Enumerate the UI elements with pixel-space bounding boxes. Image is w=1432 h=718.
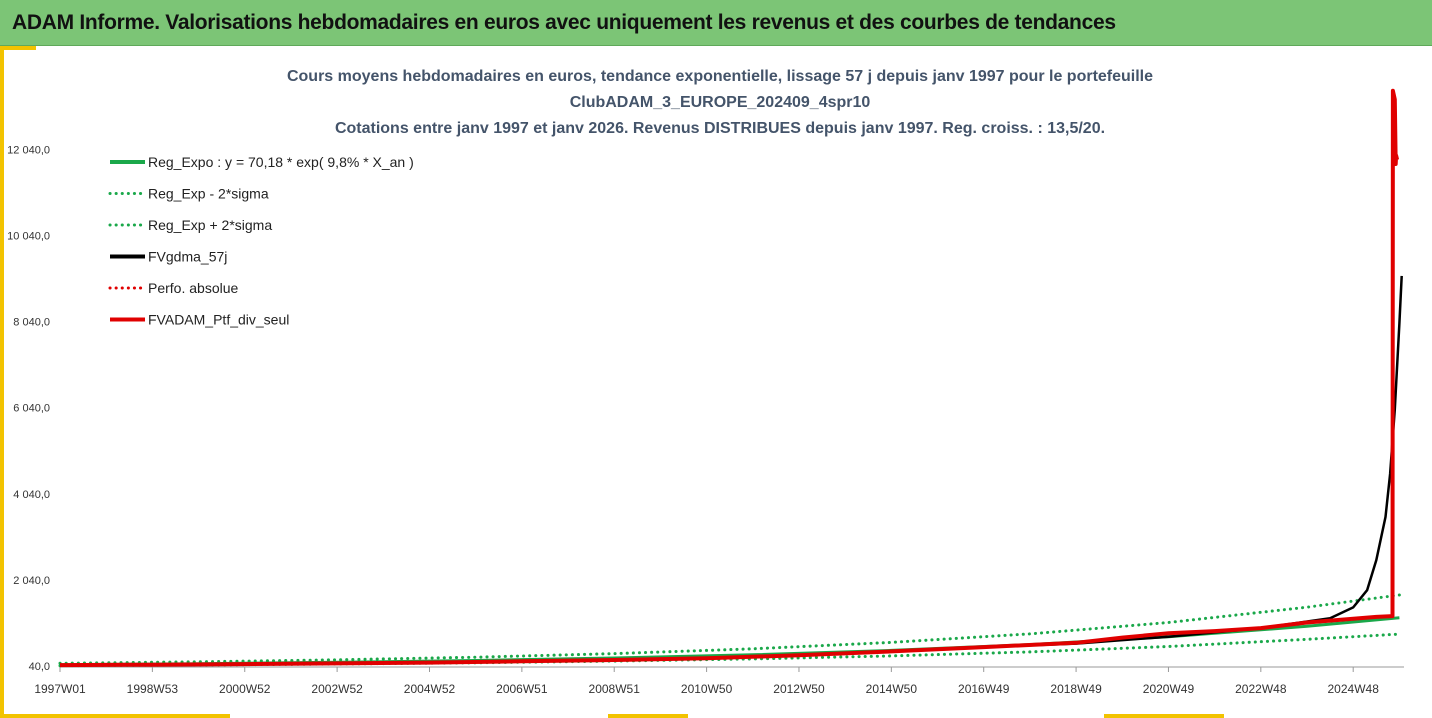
- legend: Reg_Expo : y = 70,18 * exp( 9,8% * X_an …: [108, 154, 414, 328]
- legend-label: Reg_Exp - 2*sigma: [148, 186, 269, 202]
- x-axis: 1997W01 1998W53 2000W52 2002W52 2004W52 2006W…: [34, 666, 1404, 696]
- series-line-2: [58, 593, 1401, 665]
- y-tick-label: 40,0: [29, 661, 50, 673]
- x-tick-label: 2012W50: [773, 682, 825, 696]
- x-tick-label: 2006W51: [496, 682, 548, 696]
- x-tick-label: 1997W01: [34, 682, 86, 696]
- page-title: ADAM Informe. Valorisations hebdomadaire…: [12, 11, 1116, 34]
- accent-left-border: [0, 46, 4, 718]
- x-tick-label: 2018W49: [1050, 682, 1102, 696]
- chart-title-line-2: ClubADAM_3_EUROPE_202409_4spr10: [570, 94, 871, 111]
- x-tick-label: 2000W52: [219, 682, 271, 696]
- x-tick-label: 1998W53: [127, 682, 179, 696]
- header-bar: ADAM Informe. Valorisations hebdomadaire…: [0, 0, 1432, 46]
- y-tick-label: 12 040,0: [7, 144, 50, 156]
- accent-bottom-middle: [608, 714, 688, 718]
- chart-title-line-1: Cours moyens hebdomadaires en euros, ten…: [287, 68, 1153, 85]
- legend-label: Reg_Expo : y = 70,18 * exp( 9,8% * X_an …: [148, 154, 414, 170]
- x-tick-label: 2004W52: [404, 682, 456, 696]
- legend-label: FVADAM_Ptf_div_seul: [148, 312, 289, 328]
- accent-bottom-left: [0, 714, 230, 718]
- x-tick-label: 2024W48: [1328, 682, 1380, 696]
- y-tick-label: 4 040,0: [13, 489, 50, 501]
- legend-label: Reg_Exp + 2*sigma: [148, 217, 272, 233]
- x-tick-label: 2014W50: [866, 682, 918, 696]
- y-tick-label: 6 040,0: [13, 403, 50, 415]
- y-tick-label: 10 040,0: [7, 230, 50, 242]
- x-tick-label: 2008W51: [589, 682, 641, 696]
- series-layer: [58, 88, 1403, 668]
- y-tick-label: 8 040,0: [13, 317, 50, 329]
- legend-label: FVgdma_57j: [148, 249, 227, 265]
- x-tick-label: 2020W49: [1143, 682, 1195, 696]
- x-tick-label: 2016W49: [958, 682, 1010, 696]
- chart-title-line-3: Cotations entre janv 1997 et janv 2026. …: [335, 120, 1105, 137]
- legend-label: Perfo. absolue: [148, 280, 238, 296]
- y-tick-label: 2 040,0: [13, 575, 50, 587]
- series-line-4: [59, 88, 1400, 668]
- x-tick-label: 2002W52: [311, 682, 363, 696]
- y-axis: 40,0 2 040,0 4 040,0 6 040,0 8 040,0 10 040,0…: [7, 144, 50, 673]
- accent-top-corner: [0, 46, 36, 50]
- series-line-3: [59, 275, 1403, 667]
- accent-bottom-right: [1104, 714, 1224, 718]
- x-tick-label: 2022W48: [1235, 682, 1287, 696]
- x-tick-label: 2010W50: [681, 682, 733, 696]
